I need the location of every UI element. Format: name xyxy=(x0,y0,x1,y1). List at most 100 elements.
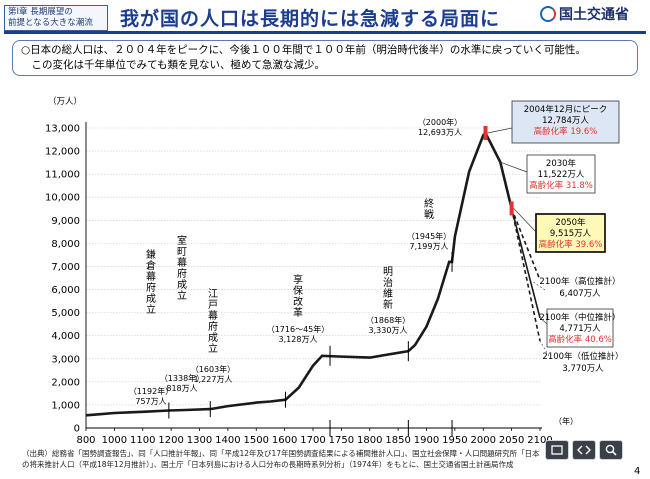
era-label-char: 戸 xyxy=(208,299,218,311)
x-tick-label: 1600 xyxy=(272,435,297,446)
summary-line-2: この変化は千年単位でみても類を見ない、極めて急激な減少。 xyxy=(21,59,325,71)
x-tick-label: 1950 xyxy=(442,435,467,446)
era-year-label: （1945年） xyxy=(407,231,451,241)
x-tick-label: 1900 xyxy=(414,435,439,446)
era-label-char: 戦 xyxy=(424,208,434,221)
x-tick-label: 1750 xyxy=(329,435,354,446)
era-year-label: （1716～45年） xyxy=(267,324,330,334)
era-label-char: 改 xyxy=(293,295,303,308)
era-label-char: 江 xyxy=(208,288,218,300)
x-tick-label: 1400 xyxy=(215,435,240,446)
era-label-char: 立 xyxy=(208,342,218,355)
era-year-label: （2000年） xyxy=(418,117,462,127)
y2050-callout-text: 9,515万人 xyxy=(550,229,592,239)
era-year-label: （1868年） xyxy=(366,315,410,325)
era-label-char: 府 xyxy=(146,281,156,294)
y2030-callout-text: 2030年 xyxy=(546,158,577,169)
peak-callout-text: 2004年12月にピーク xyxy=(524,104,607,115)
series-line-3 xyxy=(510,208,541,342)
high-projection-label: 6,407万人 xyxy=(559,289,601,299)
high-projection-label: 2100年（高位推計） xyxy=(539,276,620,287)
y-tick-label: 1,000 xyxy=(51,400,80,411)
y-tick-label: 7,000 xyxy=(51,262,80,273)
x-tick-label: 1700 xyxy=(300,435,325,446)
era-population-label: 1,227万人 xyxy=(194,375,233,384)
y2050-leader xyxy=(513,208,537,233)
era-label-char: 新 xyxy=(383,298,393,311)
era-label-char: 幕 xyxy=(208,309,218,322)
peak-callout-text: 12,784万人 xyxy=(542,116,589,126)
chapter-line-2: 前提となる大きな潮流 xyxy=(8,18,93,28)
era-population-label: 12,693万人 xyxy=(418,128,462,137)
x-tick-label: 1100 xyxy=(130,435,155,446)
page-title: 我が国の人口は長期的には急減する局面に xyxy=(120,8,501,30)
mid-callout-box xyxy=(546,308,614,348)
ministry-name: 国土交通省 xyxy=(559,7,629,23)
ministry-emblem-icon xyxy=(540,6,556,22)
source-line-2: の将来推計人口（平成18年12月推計）」、国土庁「日本列島における人口分布の長期… xyxy=(22,460,514,469)
era-label-char: 保 xyxy=(293,284,303,297)
x-tick-label: 1500 xyxy=(244,435,269,446)
era-label-char: 成 xyxy=(177,279,187,291)
era-population-label: 3,330万人 xyxy=(369,326,408,335)
y-tick-label: 5,000 xyxy=(51,308,80,319)
y-tick-label: 10,000 xyxy=(45,193,80,204)
era-label-char: 室 xyxy=(177,234,187,247)
y2050-callout-text: 高齢化率 39.6% xyxy=(539,239,603,250)
y-tick-label: 6,000 xyxy=(51,285,80,296)
highlight-marker xyxy=(509,201,514,216)
era-label-char: 倉 xyxy=(146,259,156,272)
source-note: （出典）総務省「国勢調査報告」、同「人口推計年報」、同「平成12年及び17年国勢… xyxy=(22,448,540,470)
era-population-label: 818万人 xyxy=(166,384,197,393)
era-label-char: 治 xyxy=(383,276,393,289)
prev-next-button[interactable] xyxy=(572,440,596,460)
x-tick-label: 1000 xyxy=(102,435,127,446)
y2030-leader xyxy=(500,161,528,173)
x-tick-label: 1300 xyxy=(187,435,212,446)
era-label-char: 府 xyxy=(208,320,218,333)
era-year-label: （1603年） xyxy=(191,364,235,374)
y2030-callout-box xyxy=(526,154,596,194)
x-tick-label: 1850 xyxy=(385,435,410,446)
era-label-char: 立 xyxy=(146,303,156,316)
fullscreen-button[interactable] xyxy=(545,440,569,460)
page-number: 4 xyxy=(634,466,641,477)
era-label-char: 革 xyxy=(293,306,303,319)
y-tick-label: 3,000 xyxy=(51,354,80,365)
y-axis-unit: （万人） xyxy=(48,96,82,107)
summary-line-1: ○日本の総人口は、２００４年をピークに、今後１００年間で１００年前（明治時代後半… xyxy=(21,44,586,56)
y2050-callout-text: 2050年 xyxy=(555,217,586,228)
era-label-char: 立 xyxy=(177,289,187,302)
peak-leader xyxy=(487,127,513,134)
chapter-label: 第Ⅰ章 長期展望の 前提となる大きな潮流 xyxy=(4,5,108,31)
era-label-char: 鎌 xyxy=(146,248,156,261)
era-label-char: 維 xyxy=(383,287,393,300)
x-axis-unit: （年） xyxy=(554,416,578,426)
title-underline xyxy=(4,31,646,34)
era-label-char: 終 xyxy=(424,197,434,210)
era-label-char: 成 xyxy=(208,332,218,344)
era-label-char: 町 xyxy=(177,247,187,258)
era-label-char: 幕 xyxy=(146,270,156,283)
era-label-char: 幕 xyxy=(177,256,187,269)
y-tick-label: 11,000 xyxy=(45,170,80,181)
low-projection-label: 3,770万人 xyxy=(562,364,604,374)
y-tick-label: 0 xyxy=(74,424,80,435)
era-population-label: 7,199万人 xyxy=(410,242,449,251)
era-year-label: （1192年） xyxy=(129,386,173,396)
series-line-1 xyxy=(510,208,541,281)
x-tick-label: 800 xyxy=(76,435,95,446)
fullscreen-icon xyxy=(551,445,563,455)
era-label-char: 享 xyxy=(293,273,303,286)
low-projection-label: 2100年（低位推計） xyxy=(542,351,623,362)
mid-leader xyxy=(539,317,548,325)
highlight-marker xyxy=(483,125,488,140)
era-year-label: （1338年） xyxy=(160,373,204,383)
peak-callout-box xyxy=(511,100,620,144)
source-line-1: （出典）総務省「国勢調査報告」、同「人口推計年報」、同「平成12年及び17年国勢… xyxy=(22,449,540,458)
era-label-char: 府 xyxy=(177,267,187,280)
y-tick-label: 9,000 xyxy=(51,216,80,227)
era-label-char: 明 xyxy=(383,266,393,278)
zoom-button[interactable] xyxy=(599,440,623,460)
